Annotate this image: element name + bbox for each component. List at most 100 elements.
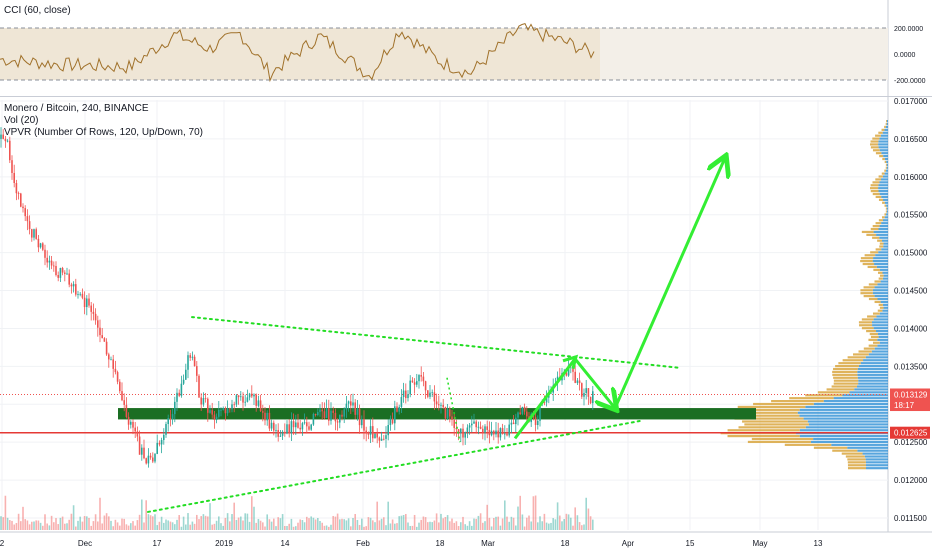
volume-bar — [537, 522, 539, 530]
candle-body — [22, 206, 24, 209]
candle-body — [576, 380, 579, 383]
volume-bar — [429, 521, 431, 530]
vpvr-down-bar — [882, 201, 885, 204]
vpvr-up-bar — [857, 376, 888, 379]
volume-bar — [444, 517, 447, 530]
time-tick-label: 13 — [814, 539, 823, 548]
candle-body — [211, 410, 213, 415]
volume-bar — [521, 514, 524, 530]
volume-bar — [26, 520, 29, 530]
volume-bar — [440, 513, 442, 530]
vpvr-up-bar — [878, 187, 888, 190]
volume-bar — [143, 522, 145, 530]
candle-body — [24, 208, 26, 217]
vpvr-up-bar — [872, 289, 888, 292]
volume-bar — [211, 524, 213, 530]
candle-body — [477, 426, 480, 428]
vpvr-down-bar — [771, 400, 824, 403]
vpvr-up-bar — [878, 146, 888, 149]
volume-bar — [435, 513, 438, 530]
volume-bar — [409, 525, 411, 530]
candle-body — [515, 417, 517, 425]
candle-body — [466, 427, 469, 432]
candle-body — [257, 400, 260, 406]
vpvr-up-bar — [881, 152, 888, 155]
volume-bar — [136, 520, 139, 530]
vpvr-up-bar — [878, 251, 888, 254]
vpvr-down-bar — [727, 408, 800, 411]
candle-body — [9, 140, 11, 161]
volume-bar — [528, 515, 530, 530]
candle-body — [182, 379, 185, 384]
candle-body — [299, 427, 301, 430]
volume-bar — [226, 513, 229, 530]
candle-body — [578, 380, 581, 384]
volume-bar — [266, 514, 268, 530]
pane-separator[interactable] — [0, 96, 932, 97]
price-tick-label: 0.015500 — [894, 211, 928, 220]
vpvr-down-bar — [833, 367, 858, 371]
candle-body — [266, 412, 268, 421]
candle-body — [380, 438, 383, 441]
cci-tick-label: 0.0000 — [894, 52, 916, 59]
vpvr-up-bar — [883, 245, 888, 248]
candle-body — [209, 410, 211, 413]
vpvr-legend: VPVR (Number Of Rows, 120, Up/Down, 70) — [4, 127, 203, 138]
candle-body — [407, 394, 409, 399]
vpvr-down-bar — [870, 251, 879, 254]
volume-bar — [174, 524, 176, 530]
candle-body — [244, 401, 246, 403]
volume-bar — [20, 521, 22, 530]
volume-bar — [451, 518, 453, 530]
candle-body — [88, 298, 90, 306]
candle-body — [479, 426, 482, 429]
vpvr-down-bar — [878, 131, 883, 134]
volume-bar — [563, 519, 565, 530]
vpvr-up-bar — [807, 420, 888, 423]
volume-bar — [196, 514, 198, 530]
candle-body — [330, 410, 332, 421]
volume-bar — [68, 519, 70, 530]
volume-bar — [123, 518, 125, 530]
volume-bar — [57, 524, 59, 530]
candle-body — [31, 229, 33, 238]
vpvr-down-bar — [842, 359, 864, 362]
volume-bar — [191, 521, 194, 530]
vpvr-up-bar — [842, 394, 888, 397]
time-tick-label: May — [752, 539, 767, 548]
volume-bar — [462, 516, 464, 530]
vpvr-down-bar — [870, 146, 879, 149]
candle-body — [259, 400, 262, 412]
volume-bar — [270, 521, 273, 530]
volume-bar — [50, 515, 53, 530]
candle-body — [325, 408, 328, 419]
volume-bar — [165, 519, 167, 530]
volume-bar — [90, 525, 92, 530]
candle-body — [495, 430, 497, 435]
volume-bar — [103, 515, 106, 530]
vpvr-up-bar — [879, 341, 888, 344]
vpvr-down-bar — [884, 169, 886, 172]
candle-body — [81, 293, 84, 298]
vpvr-up-bar — [882, 277, 888, 280]
vpvr-down-bar — [868, 297, 878, 301]
volume-bar — [222, 525, 224, 530]
candle-body — [499, 428, 502, 438]
vpvr-up-bar — [882, 175, 888, 178]
volume-bar — [88, 517, 90, 530]
volume-bar — [110, 520, 112, 530]
volume-bar — [105, 513, 108, 530]
volume-bar — [39, 522, 42, 530]
vpvr-down-bar — [886, 120, 887, 123]
volume-bar — [347, 518, 350, 530]
time-tick-label: Dec — [78, 539, 92, 548]
candle-body — [295, 422, 297, 428]
candle-body — [46, 257, 48, 263]
vpvr-down-bar — [826, 388, 855, 391]
volume-bar — [543, 513, 546, 530]
candle-body — [200, 397, 202, 405]
volume-bar — [231, 514, 233, 530]
volume-bar — [319, 521, 321, 530]
candle-body — [268, 412, 271, 429]
